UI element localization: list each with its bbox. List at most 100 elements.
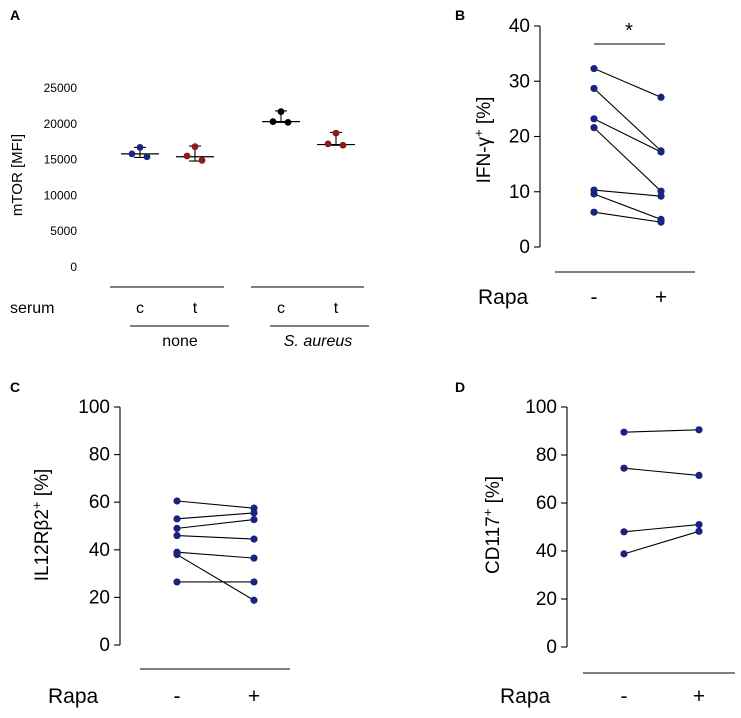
panel-a-ytick-label: 20000 <box>44 117 78 131</box>
panel-c-pair-line <box>176 500 255 509</box>
panel-a-ytick-label: 5000 <box>50 224 77 238</box>
panel-d-ylabel-sup: + <box>480 509 495 517</box>
panel-b-point <box>657 187 665 195</box>
panel-b-ytick-label: 10 <box>509 182 530 203</box>
panel-a-point <box>324 140 332 148</box>
panel-d-pair-line <box>623 530 700 555</box>
panel-d-ytick-label: 0 <box>546 637 557 658</box>
panel-d-xtick-label: - <box>621 685 628 708</box>
panel-d-point <box>620 550 628 558</box>
panel-b-ytick-label: 40 <box>509 16 530 37</box>
panel-d-pair-line <box>623 467 700 476</box>
panel-d-pair-line <box>623 524 700 533</box>
panel-b-pair-line <box>593 127 662 192</box>
panel-b-label: B <box>455 7 465 23</box>
panel-b-pair-line <box>593 211 662 223</box>
panel-a-condition-saureus: S. aureus <box>284 333 352 350</box>
panel-d-ytick-label: 80 <box>536 445 557 466</box>
panel-c-ylabel-sup: + <box>29 501 44 509</box>
panel-d-ylabel-suffix: [%] <box>483 476 504 509</box>
panel-a-point <box>277 108 285 116</box>
panel-a-point <box>269 118 277 126</box>
panel-c-xtick-label: - <box>174 685 181 708</box>
panel-b-point <box>590 64 598 73</box>
panel-c-ytick-label: 80 <box>89 445 110 466</box>
panel-b-xtick-label: + <box>655 286 667 309</box>
panel-c-point <box>250 554 258 562</box>
panel-c-ytick-label: 0 <box>99 635 110 656</box>
panel-a-ytick-label: 0 <box>70 260 77 274</box>
panel-c-label: C <box>10 379 20 395</box>
panel-b-ylabel-main: IFN-γ <box>474 136 495 183</box>
panel-b-point <box>590 190 598 198</box>
panel-b-pair-line <box>593 118 662 153</box>
panel-c-ylabel-suffix: [%] <box>32 469 53 502</box>
panel-a-point <box>143 153 151 161</box>
panel-a-serum-tick: t <box>334 300 339 317</box>
panel-a-point <box>339 141 347 149</box>
panel-c-point <box>250 515 258 524</box>
panel-b-xtick-label: - <box>591 286 598 309</box>
panel-a-serum-tick: c <box>136 300 144 317</box>
panel-c-pair-line <box>176 512 255 520</box>
panel-b-ytick-label: 20 <box>509 127 530 148</box>
panel-a-point <box>332 129 340 137</box>
panel-c-ytick-label: 40 <box>89 540 110 561</box>
panel-d-point <box>620 528 628 536</box>
panel-c-ytick-label: 60 <box>89 492 110 513</box>
panel-d-pair-line <box>623 429 700 433</box>
panel-b-pair-line <box>593 88 662 152</box>
panel-d-ylabel-main: CD117 <box>483 516 504 574</box>
panel-c-point <box>250 578 258 586</box>
panel-c-ylabel: IL12Rβ2+ [%] <box>29 469 54 582</box>
panel-a-ytick-label: 15000 <box>44 153 78 167</box>
panel-b-pair-line <box>593 193 662 220</box>
panel-d-ylabel: CD117+ [%] <box>480 476 505 574</box>
panel-a-point <box>136 144 144 151</box>
panel-d-point <box>695 426 703 434</box>
panel-b-ylabel: IFN-γ+ [%] <box>471 97 496 184</box>
panel-a-ytick-label: 25000 <box>44 81 78 95</box>
panel-a: A mTOR [MFI] serum none S. aureus 0 5000 1… <box>9 7 369 350</box>
panel-c-point <box>173 550 181 559</box>
panel-a-point <box>284 118 292 126</box>
panel-c-point <box>250 535 258 543</box>
panel-d-xlabel: Rapa <box>500 685 551 708</box>
panel-c-point <box>173 531 181 540</box>
panel-b-xlabel: Rapa <box>478 286 529 309</box>
panel-a-serum-tick: t <box>193 300 198 317</box>
panel-b-pair-line <box>593 68 662 98</box>
panel-d-ytick-label: 20 <box>536 589 557 610</box>
panel-c-point <box>173 515 181 523</box>
panel-b-ylabel-suffix: [%] <box>474 97 495 130</box>
panel-c-pair-line <box>176 551 255 559</box>
panel-c-pair-line <box>176 534 255 540</box>
panel-a-serum-tick: c <box>277 300 285 317</box>
panel-c-xlabel: Rapa <box>48 685 99 708</box>
panel-a-condition-none: none <box>162 333 198 350</box>
panel-b-ytick-label: 0 <box>519 237 530 258</box>
panel-a-ytick-label: 10000 <box>44 188 78 202</box>
panel-d-point <box>695 471 703 479</box>
panel-b-significance-star: * <box>625 20 633 42</box>
panel-b-point <box>657 192 665 200</box>
panel-d-point <box>620 464 628 472</box>
panel-c-ytick-label: 20 <box>89 587 110 608</box>
panel-b-pair-line <box>593 189 662 197</box>
panel-c-point <box>173 497 181 505</box>
panel-a-point <box>128 150 136 158</box>
panel-b-point <box>590 115 598 123</box>
panel-c-ylabel-main: IL12Rβ2 <box>32 509 53 581</box>
panel-d-ytick-label: 40 <box>536 541 557 562</box>
panel-b-point <box>590 84 598 93</box>
panel-b-point <box>590 124 598 132</box>
panel-a-point <box>191 143 199 151</box>
panel-d-point <box>695 521 703 529</box>
panel-d-label: D <box>455 379 465 395</box>
panel-d-point <box>620 428 628 436</box>
panel-c-point <box>173 578 181 586</box>
